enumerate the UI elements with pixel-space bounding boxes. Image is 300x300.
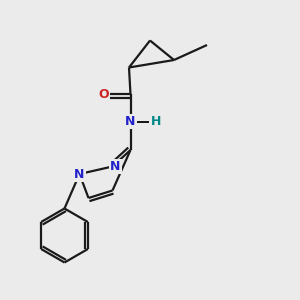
Text: N: N [125, 115, 136, 128]
Text: O: O [98, 88, 109, 101]
Text: N: N [74, 167, 85, 181]
Text: N: N [110, 160, 121, 173]
Text: H: H [151, 115, 161, 128]
